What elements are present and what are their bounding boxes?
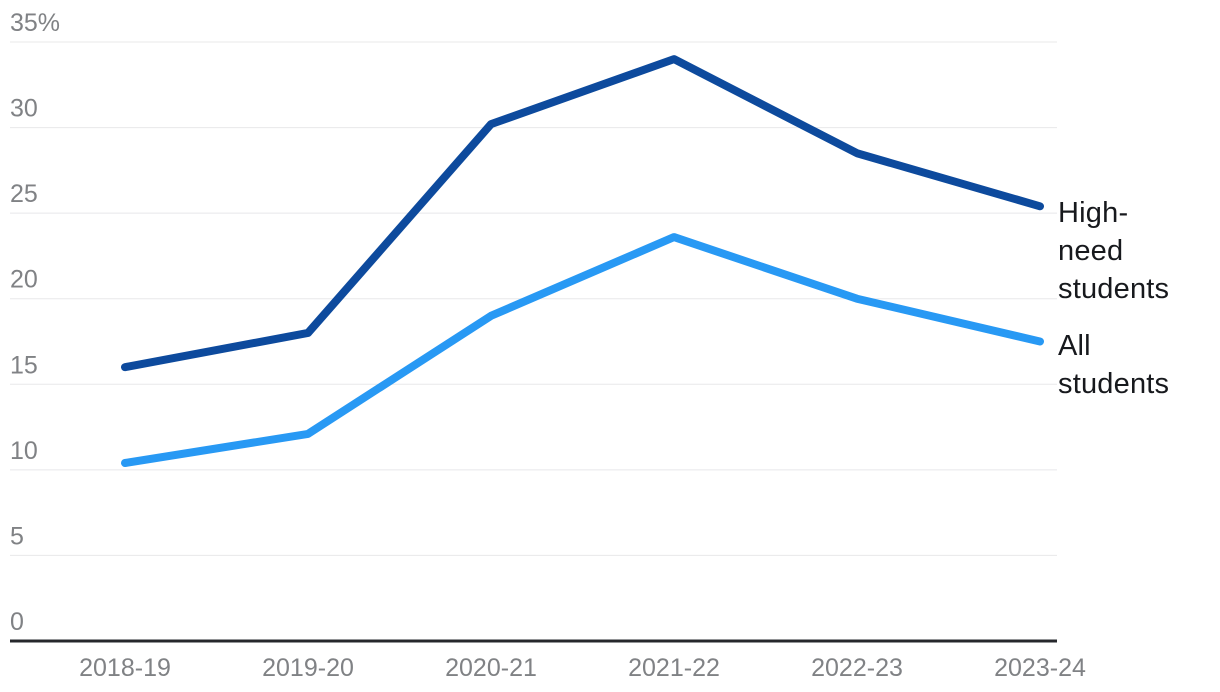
y-tick-label: 10 bbox=[10, 437, 38, 465]
x-tick-label: 2020-21 bbox=[445, 654, 537, 682]
y-tick-label: 20 bbox=[10, 266, 38, 294]
y-tick-label: 0 bbox=[10, 608, 24, 636]
series-line-all-students bbox=[121, 233, 1044, 468]
y-tick-label: 5 bbox=[10, 522, 24, 550]
y-tick-label: 15 bbox=[10, 351, 38, 379]
y-tick-label: 35% bbox=[10, 9, 60, 37]
series-label-high-need-students: High-need students bbox=[1058, 197, 1170, 305]
series-line-high-need-students bbox=[121, 55, 1044, 372]
y-tick-label: 30 bbox=[10, 95, 38, 123]
x-tick-label: 2018-19 bbox=[79, 654, 171, 682]
x-tick-label: 2019-20 bbox=[262, 654, 354, 682]
y-tick-label: 25 bbox=[10, 180, 38, 208]
x-tick-label: 2023-24 bbox=[994, 654, 1086, 682]
series-label-all-students: All students bbox=[1058, 330, 1170, 400]
x-tick-label: 2021-22 bbox=[628, 654, 720, 682]
x-tick-label: 2022-23 bbox=[811, 654, 903, 682]
